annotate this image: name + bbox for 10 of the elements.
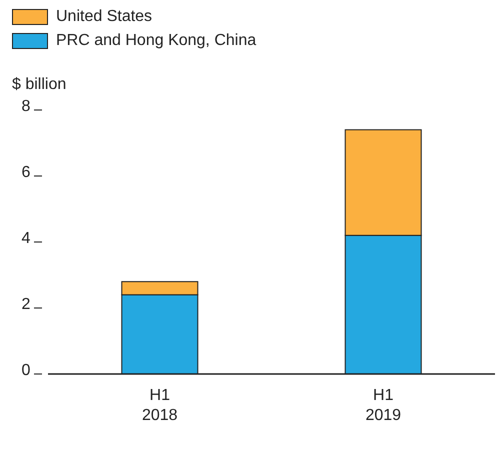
x-tick-label: H1 2018 (142, 387, 178, 424)
y-tick-label: 8 (22, 98, 31, 115)
y-tick-label: 6 (22, 164, 31, 181)
x-tick-label: H1 2019 (365, 387, 402, 424)
legend-label: United States (56, 8, 152, 26)
y-tick-label: 0 (22, 362, 31, 379)
y-tick-label: 2 (22, 296, 31, 313)
legend-label: PRC and Hong Kong, China (56, 32, 256, 50)
y-tick-label: 4 (22, 230, 31, 247)
y-axis-title: $ billion (11, 76, 68, 94)
